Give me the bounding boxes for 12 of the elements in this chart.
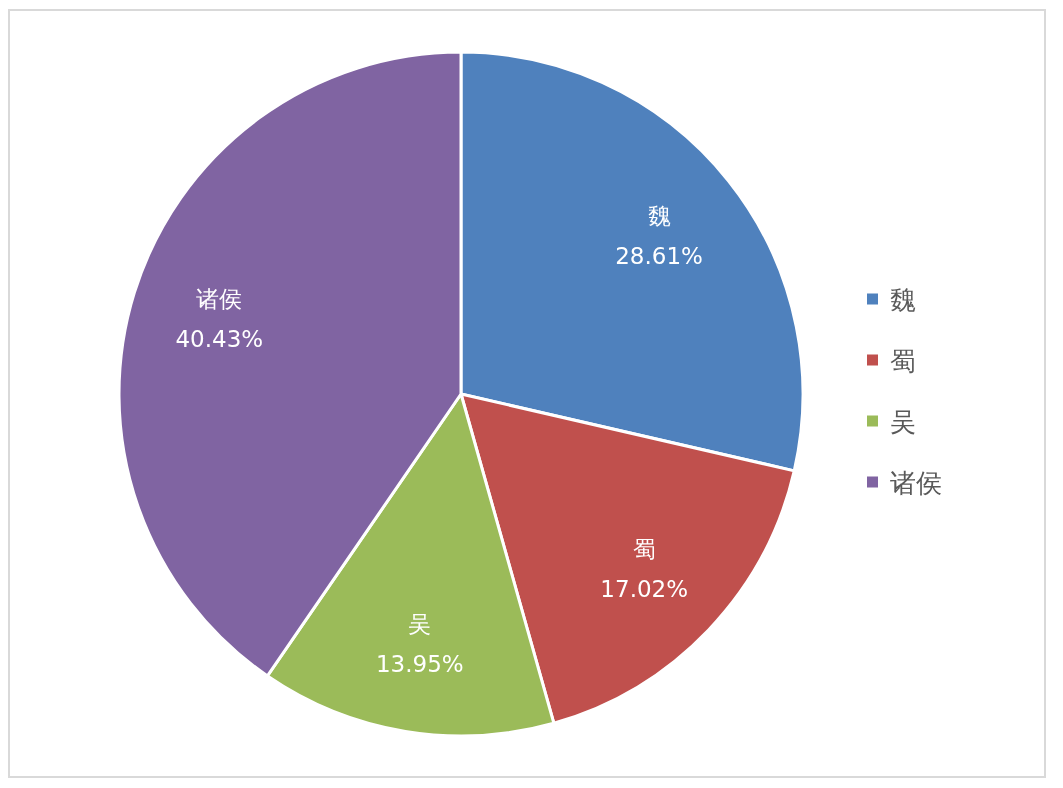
data-label: 28.61% (615, 243, 703, 270)
slice-label: 蜀 (632, 535, 656, 562)
data-label: 17.02% (600, 575, 689, 602)
data-label: 40.43% (175, 326, 264, 353)
slice-label: 吴 (408, 610, 432, 637)
legend-label: 蜀 (890, 345, 916, 376)
legend-label: 吴 (890, 406, 916, 437)
slice-label: 魏 (647, 203, 671, 230)
slice-label: 诸侯 (196, 286, 243, 313)
legend-label: 诸侯 (890, 467, 942, 498)
data-label: 13.95% (375, 650, 464, 677)
legend-label: 魏 (890, 284, 916, 315)
